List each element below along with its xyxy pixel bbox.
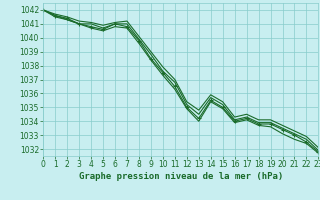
X-axis label: Graphe pression niveau de la mer (hPa): Graphe pression niveau de la mer (hPa)	[79, 172, 283, 181]
